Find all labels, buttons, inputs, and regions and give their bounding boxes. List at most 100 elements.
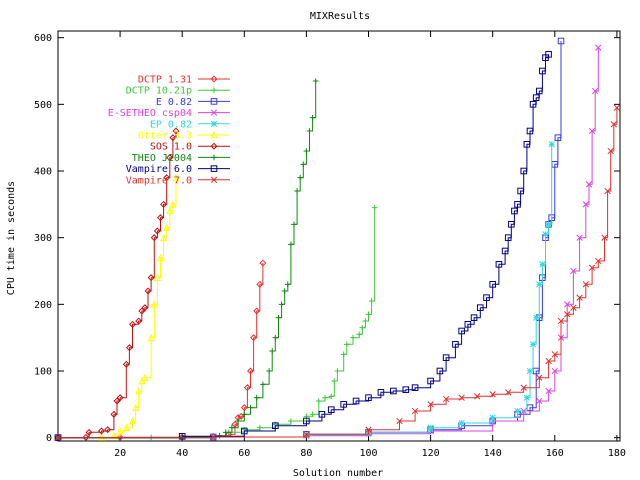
legend-marker — [210, 75, 218, 83]
data-point — [601, 234, 608, 241]
data-point — [309, 114, 316, 121]
data-point — [116, 427, 124, 435]
data-point — [427, 401, 434, 408]
data-point — [138, 307, 146, 315]
legend-label: Otter 3.3 — [138, 131, 192, 142]
data-point — [322, 394, 328, 401]
y-axis-label: CPU time in seconds — [6, 181, 17, 295]
data-point — [122, 360, 130, 368]
data-point — [82, 433, 90, 441]
data-point — [153, 227, 161, 235]
data-point — [122, 423, 130, 431]
data-point — [159, 233, 168, 241]
data-point — [517, 187, 524, 195]
x-tick-label: 20 — [114, 448, 126, 459]
data-point — [166, 154, 174, 162]
data-point — [288, 241, 294, 248]
data-point — [588, 127, 596, 135]
series-1 — [55, 204, 378, 441]
data-point — [532, 94, 540, 101]
data-point — [253, 394, 260, 401]
data-point — [141, 304, 149, 312]
plot-frame — [57, 30, 621, 442]
series-layer — [54, 37, 621, 442]
data-point — [489, 281, 496, 288]
series-0 — [54, 259, 267, 442]
series-3 — [54, 44, 602, 441]
series-line — [58, 144, 553, 439]
y-tick-label: 500 — [34, 100, 52, 111]
data-point — [548, 141, 555, 148]
data-point — [128, 417, 137, 425]
data-point — [278, 301, 285, 308]
legend-marker — [210, 131, 218, 139]
data-point — [604, 187, 611, 195]
data-point — [411, 407, 419, 415]
y-tick-label: 0 — [46, 433, 52, 444]
data-point — [362, 318, 369, 324]
data-point — [557, 37, 565, 45]
y-tick-label: 300 — [34, 233, 52, 244]
y-tick-label: 400 — [34, 167, 52, 178]
data-point — [595, 257, 602, 265]
data-point — [570, 304, 577, 311]
data-point — [132, 403, 140, 411]
series-8 — [54, 51, 552, 441]
data-point — [172, 173, 180, 181]
data-point — [365, 311, 372, 318]
data-point — [266, 368, 272, 374]
data-point — [523, 394, 531, 401]
data-point — [172, 127, 180, 135]
data-point — [536, 281, 543, 288]
data-point — [582, 281, 589, 288]
series-9 — [54, 104, 621, 441]
data-point — [514, 407, 521, 415]
data-point — [489, 391, 496, 398]
data-point — [153, 273, 161, 281]
data-point — [504, 234, 512, 241]
data-point — [169, 134, 177, 142]
data-point — [243, 384, 251, 392]
series-line — [58, 41, 562, 439]
data-point — [294, 188, 300, 194]
data-point — [411, 384, 419, 391]
data-point — [340, 351, 347, 358]
data-point — [113, 397, 121, 405]
data-point — [284, 281, 291, 288]
data-point — [116, 394, 124, 402]
legend-marker — [210, 165, 218, 172]
data-point — [365, 394, 372, 401]
series-7 — [55, 78, 319, 441]
data-point — [343, 341, 350, 348]
y-tick-label: 600 — [34, 33, 52, 44]
x-axis-label: Solution number — [293, 468, 383, 479]
data-point — [523, 141, 531, 148]
series-4 — [54, 141, 555, 441]
legend-marker — [210, 98, 218, 105]
data-point — [427, 424, 434, 431]
data-point — [309, 411, 316, 418]
legend-label: DCTP 10.21p — [126, 86, 192, 97]
legend-marker — [210, 142, 218, 150]
chart-title: MIXResults — [310, 11, 370, 22]
data-point — [231, 420, 239, 428]
data-point — [240, 404, 248, 412]
data-point — [328, 393, 335, 400]
data-point — [150, 300, 158, 308]
data-point — [511, 207, 518, 215]
legend-label: E 0.82 — [156, 97, 192, 108]
series-6 — [54, 127, 180, 442]
data-point — [150, 234, 158, 242]
x-tick-label: 160 — [546, 448, 564, 459]
x-tick-label: 120 — [422, 448, 440, 459]
data-point — [508, 221, 515, 228]
data-point — [377, 389, 385, 396]
data-point — [557, 317, 565, 325]
data-point — [141, 373, 149, 381]
data-point — [222, 429, 229, 436]
data-point — [297, 174, 303, 181]
data-point — [260, 381, 266, 388]
x-tick-label: 80 — [300, 448, 312, 459]
legend-label: Vampire 6.0 — [126, 164, 192, 175]
